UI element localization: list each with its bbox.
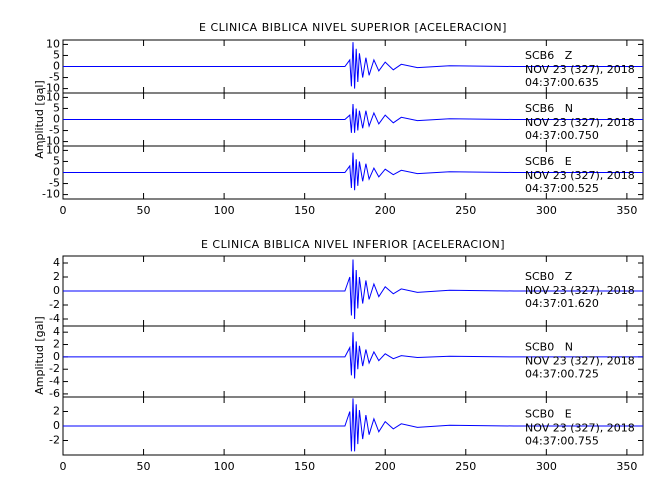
date-label: NOV 23 (327), 2018 [525,63,635,76]
x-tick-label: 0 [60,460,67,473]
y-tick-label: 4 [53,325,60,338]
y-tick-label: 2 [53,405,60,418]
y-tick-label: 10 [46,90,60,103]
x-tick-label: 150 [294,460,315,473]
waveform [63,332,643,379]
time-label: 04:37:00.525 [525,182,599,195]
y-tick-label: 5 [53,101,60,114]
y-tick-label: 10 [46,143,60,156]
station-label: SCB6 Z [525,49,573,62]
x-tick-label: 50 [137,460,151,473]
time-label: 04:37:00.635 [525,76,599,89]
x-tick-label: 350 [616,460,637,473]
y-tick-label: 0 [53,113,60,126]
y-tick-label: -10 [42,135,60,148]
x-tick-label: 350 [616,204,637,217]
date-label: NOV 23 (327), 2018 [525,421,635,434]
waveform [63,103,643,133]
station-label: SCB6 E [525,155,572,168]
x-tick-label: 0 [60,204,67,217]
y-tick-label: -5 [49,71,60,84]
waveform [63,259,643,320]
y-tick-label: -2 [49,298,60,311]
y-axis-label: Amplitud [gal] [33,316,46,394]
y-tick-label: -5 [49,177,60,190]
y-tick-label: -10 [42,82,60,95]
chart-title: E CLINICA BIBLICA NIVEL SUPERIOR [ACELER… [199,21,507,34]
y-tick-label: -10 [42,188,60,201]
waveform [63,42,643,89]
y-tick-label: 5 [53,48,60,61]
y-tick-label: 0 [53,284,60,297]
y-tick-label: 10 [46,37,60,50]
time-label: 04:37:00.755 [525,434,599,447]
y-tick-label: 4 [53,256,60,269]
station-label: SCB6 N [525,102,573,115]
station-label: SCB0 E [525,407,572,420]
y-tick-label: -5 [49,124,60,137]
station-label: SCB0 Z [525,270,573,283]
y-tick-label: -2 [49,362,60,375]
y-axis-label: Amplitud [gal] [33,80,46,158]
y-tick-label: -2 [49,434,60,447]
x-tick-label: 300 [536,204,557,217]
x-tick-label: 300 [536,460,557,473]
y-tick-label: 0 [53,60,60,73]
time-label: 04:37:00.725 [525,367,599,380]
x-tick-label: 50 [137,204,151,217]
chart-title: E CLINICA BIBLICA NIVEL INFERIOR [ACELER… [201,238,505,251]
waveform [63,152,643,191]
x-tick-label: 100 [214,460,235,473]
date-label: NOV 23 (327), 2018 [525,116,635,129]
x-tick-label: 200 [375,204,396,217]
station-label: SCB0 N [525,340,573,353]
x-tick-label: 250 [455,204,476,217]
x-tick-label: 250 [455,460,476,473]
y-tick-label: 5 [53,154,60,167]
date-label: NOV 23 (327), 2018 [525,354,635,367]
x-tick-label: 150 [294,204,315,217]
time-label: 04:37:01.620 [525,297,599,310]
y-tick-label: -6 [49,387,60,400]
y-tick-label: -4 [49,375,60,388]
date-label: NOV 23 (327), 2018 [525,284,635,297]
date-label: NOV 23 (327), 2018 [525,169,635,182]
waveform [63,398,643,452]
time-label: 04:37:00.750 [525,129,599,142]
y-tick-label: 0 [53,350,60,363]
y-tick-label: 0 [53,419,60,432]
y-tick-label: 2 [53,338,60,351]
x-tick-label: 200 [375,460,396,473]
y-tick-label: -4 [49,312,60,325]
x-tick-label: 100 [214,204,235,217]
y-tick-label: 2 [53,270,60,283]
y-tick-label: 0 [53,166,60,179]
